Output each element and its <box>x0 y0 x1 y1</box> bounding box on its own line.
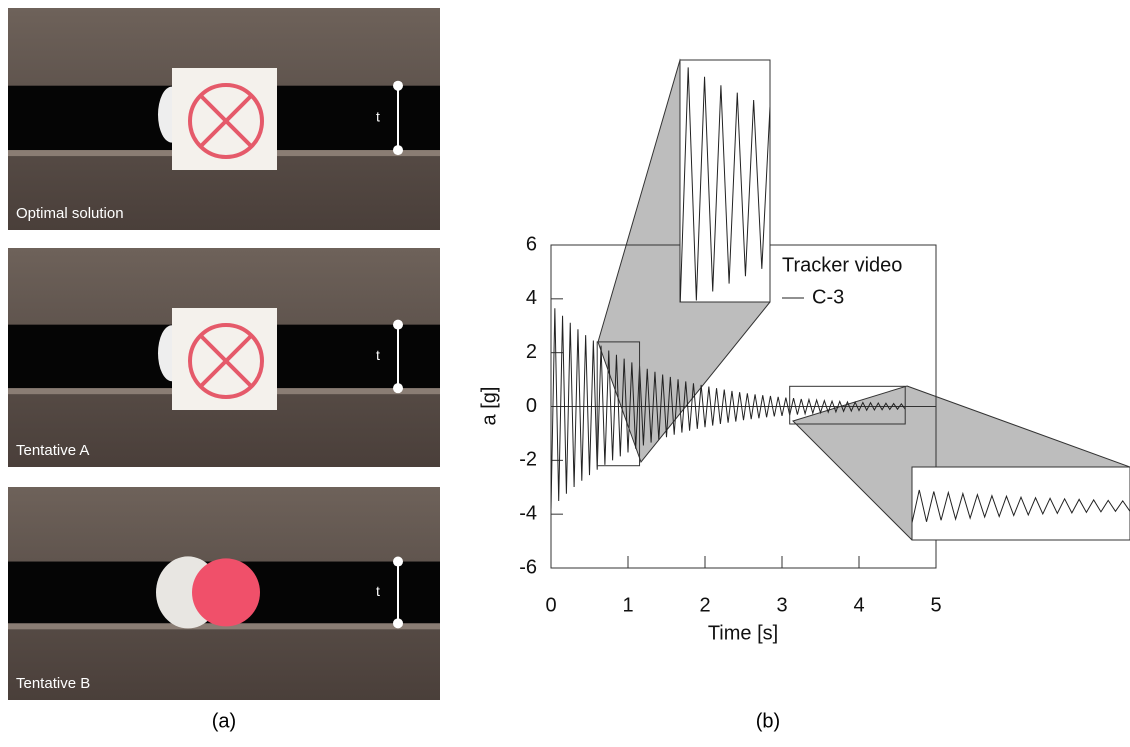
measure-label: t <box>376 347 380 363</box>
photo-label: Tentative B <box>16 675 90 692</box>
y-tick-label: -6 <box>519 556 537 578</box>
x-tick-label: 4 <box>853 594 864 616</box>
photo-label: Optimal solution <box>16 205 124 222</box>
x-tick-label: 2 <box>699 594 710 616</box>
measure-end <box>393 320 403 330</box>
legend-title: Tracker video <box>782 254 902 276</box>
photo-panels: t Optimal solution t Tentative A t Tentative … <box>8 8 440 700</box>
y-tick-label: 4 <box>526 287 537 309</box>
x-tick-label: 0 <box>545 594 556 616</box>
y-tick-label: 0 <box>526 395 537 417</box>
y-tick-label: -4 <box>519 502 537 524</box>
x-tick-label: 3 <box>776 594 787 616</box>
measure-end <box>393 383 403 393</box>
inset-frame <box>912 467 1130 540</box>
photo: t Optimal solution <box>8 8 440 230</box>
measure-end <box>393 557 403 567</box>
measure-end <box>393 618 403 628</box>
measure-label: t <box>376 109 380 125</box>
caption: (b) <box>756 710 780 732</box>
y-tick-label: -2 <box>519 449 537 471</box>
chart: Time [s] a [g] Tracker video -6 -4 -2 0 2 4 6 0… <box>461 0 1130 704</box>
measure-label: t <box>376 583 380 599</box>
target-dot <box>192 558 260 626</box>
x-tick-label: 1 <box>622 594 633 616</box>
photo-label: Tentative A <box>16 442 89 459</box>
measure-end <box>393 81 403 91</box>
y-tick-label: 6 <box>526 233 537 255</box>
x-axis-label: Time [s] <box>708 622 778 644</box>
y-tick-label: 2 <box>526 341 537 363</box>
x-tick-label: 5 <box>930 594 941 616</box>
y-axis-label: a [g] <box>478 387 500 426</box>
figure: t Optimal solution t Tentative A t Tentative … <box>0 0 1130 747</box>
caption: (a) <box>212 710 236 732</box>
legend-label: C-3 <box>812 286 844 308</box>
photo: t Tentative A <box>8 248 440 467</box>
photo: t Tentative B <box>8 487 440 700</box>
measure-end <box>393 145 403 155</box>
